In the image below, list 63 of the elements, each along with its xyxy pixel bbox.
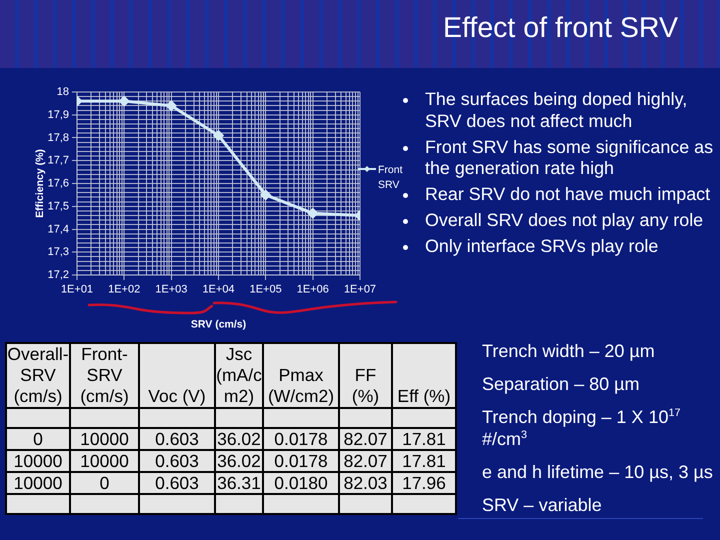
x-tick-label: 1E+03 xyxy=(155,284,188,296)
x-tick-label: 1E+05 xyxy=(250,284,282,296)
text: 82.07 xyxy=(344,451,388,471)
category-label: Jsc (mA/cm2) xyxy=(215,343,263,408)
text: Trench doping – 1 X 10$^{17}$ #/cm$^{3}$ xyxy=(482,407,680,449)
x-tick-label: 1E+04 xyxy=(202,284,235,296)
legend-label: Front SRV xyxy=(378,163,404,193)
text: Separation – 80 µm xyxy=(482,373,640,395)
text: 82.03 xyxy=(344,473,388,493)
text: 0.603 xyxy=(155,473,199,493)
text: Trench width – 20 µm xyxy=(482,340,656,362)
text: 17.81 xyxy=(402,451,446,471)
text: 36.02 xyxy=(217,429,261,449)
point xyxy=(214,130,224,140)
x-tick-label: 1E+06 xyxy=(296,284,329,296)
text: Only interface SRVs play role xyxy=(425,236,658,256)
text: The surfaces being doped highly, SRV does not affect much xyxy=(425,89,688,130)
point xyxy=(260,190,271,200)
text: Rear SRV do not have much impact xyxy=(425,184,710,204)
point xyxy=(119,96,130,106)
text: Effect of front SRV xyxy=(443,11,678,45)
y-tick-label: 17,6 xyxy=(48,178,69,190)
y-tick-label: 17,2 xyxy=(48,269,69,282)
y-tick-label: 17,8 xyxy=(48,132,69,144)
text: SRV – variable xyxy=(482,494,603,516)
point xyxy=(308,208,318,218)
text: 17.96 xyxy=(402,473,446,493)
text: Overall SRV does not play any role xyxy=(425,210,704,230)
category-label: Front-SRV (cm/s) xyxy=(70,343,139,408)
text: 82.07 xyxy=(344,429,388,449)
text: 0.603 xyxy=(155,451,199,471)
text: 0.603 xyxy=(155,429,199,449)
text: 0 xyxy=(100,473,110,493)
x-tick-label: 1E+02 xyxy=(108,284,140,296)
text: 10000 xyxy=(14,451,62,471)
text: 0 xyxy=(33,429,43,449)
text: 0.0178 xyxy=(274,429,328,449)
y-tick-label: 17,9 xyxy=(48,108,69,121)
category-label: Overall-SRV (cm/s) xyxy=(6,343,70,408)
x-axis-title: SRV (cm/s) xyxy=(190,318,246,331)
text: 0.0180 xyxy=(274,473,328,493)
point xyxy=(166,100,176,111)
text: e and h lifetime – 10 µs, 3 µs xyxy=(482,461,714,483)
text: 36.02 xyxy=(217,451,261,471)
text: Front SRV has some significance as the generation rate high xyxy=(425,136,714,178)
category-label: Pmax (W/cm2) xyxy=(263,343,339,408)
y-tick-label: 17,4 xyxy=(48,223,69,236)
y-tick-label: 17,3 xyxy=(48,246,69,258)
x-tick-label: 1E+01 xyxy=(60,284,94,296)
y-tick-label: 17,5 xyxy=(48,200,69,212)
y-tick-label: 17,7 xyxy=(48,154,69,167)
y-axis-title: Efficiency (%) xyxy=(34,149,46,218)
category-label: Voc (V) xyxy=(139,343,215,408)
category-label: Eff (%) xyxy=(392,343,456,408)
text: 0.0178 xyxy=(274,451,328,471)
text: 10000 xyxy=(14,473,62,493)
category-label: FF (%) xyxy=(339,343,392,408)
y-tick-label: 18 xyxy=(56,86,69,98)
text: 10000 xyxy=(80,429,129,449)
text: 36.31 xyxy=(217,473,261,493)
text: 17.81 xyxy=(402,429,446,449)
text: 10000 xyxy=(80,451,129,471)
x-tick-label: 1E+07 xyxy=(344,284,376,296)
